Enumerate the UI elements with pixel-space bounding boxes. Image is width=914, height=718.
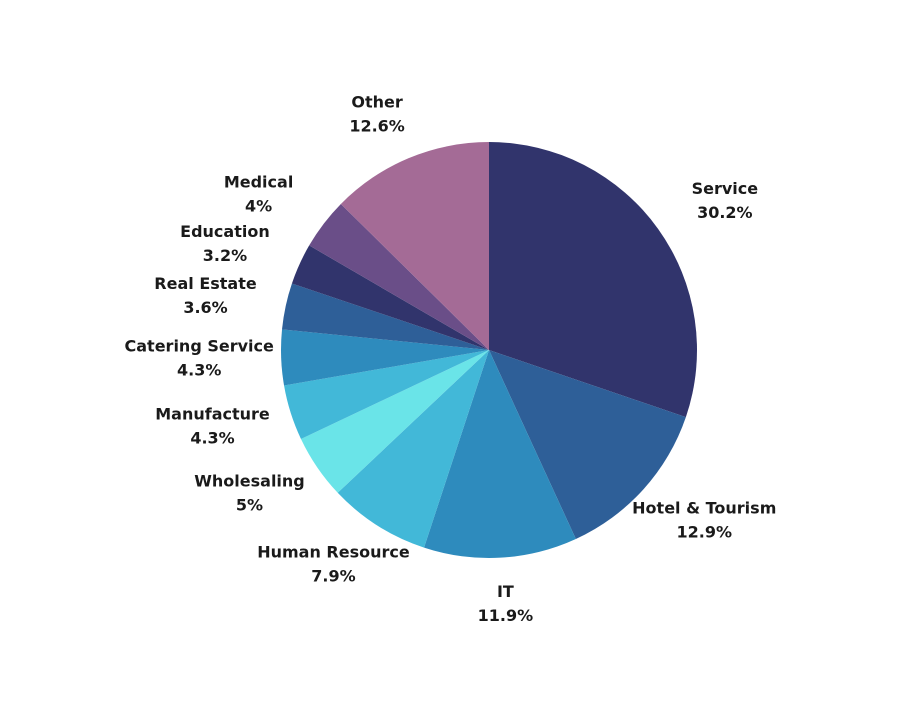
slice-label: Catering Service [125, 337, 274, 356]
slice-value-label: 11.9% [478, 606, 534, 625]
pie-slice [424, 350, 576, 558]
slice-label: Manufacture [155, 404, 270, 423]
slice-label: Other [351, 92, 402, 111]
pie-slice [489, 142, 698, 418]
pie-slice [284, 350, 489, 439]
slice-label: Education [180, 222, 270, 241]
pie-slice [291, 245, 489, 350]
pie-slice [282, 283, 489, 350]
slice-label: IT [497, 582, 514, 601]
slice-value-label: 7.9% [311, 567, 355, 586]
slice-value-label: 3.2% [203, 246, 247, 265]
pie-slice [280, 329, 489, 386]
slice-label: Hotel & Tourism [632, 498, 776, 517]
slice-value-label: 12.6% [349, 116, 405, 135]
pie-slice [309, 203, 489, 350]
slice-value-label: 5% [236, 495, 263, 514]
slice-label: Service [692, 179, 759, 198]
slice-label: Wholesaling [194, 471, 305, 490]
slice-value-label: 30.2% [697, 203, 753, 222]
slice-value-label: 3.6% [183, 298, 227, 317]
slice-label: Human Resource [257, 543, 410, 562]
slice-value-label: 4% [245, 197, 272, 216]
slice-label: Medical [224, 173, 293, 192]
pie-slice [337, 350, 489, 548]
pie-slice [340, 142, 489, 350]
slice-label: Real Estate [154, 274, 257, 293]
pie-slice [489, 350, 686, 539]
slice-value-label: 4.3% [190, 428, 234, 447]
slice-value-label: 12.9% [677, 522, 733, 541]
slice-value-label: 4.3% [177, 361, 221, 380]
pie-slice [300, 350, 489, 493]
